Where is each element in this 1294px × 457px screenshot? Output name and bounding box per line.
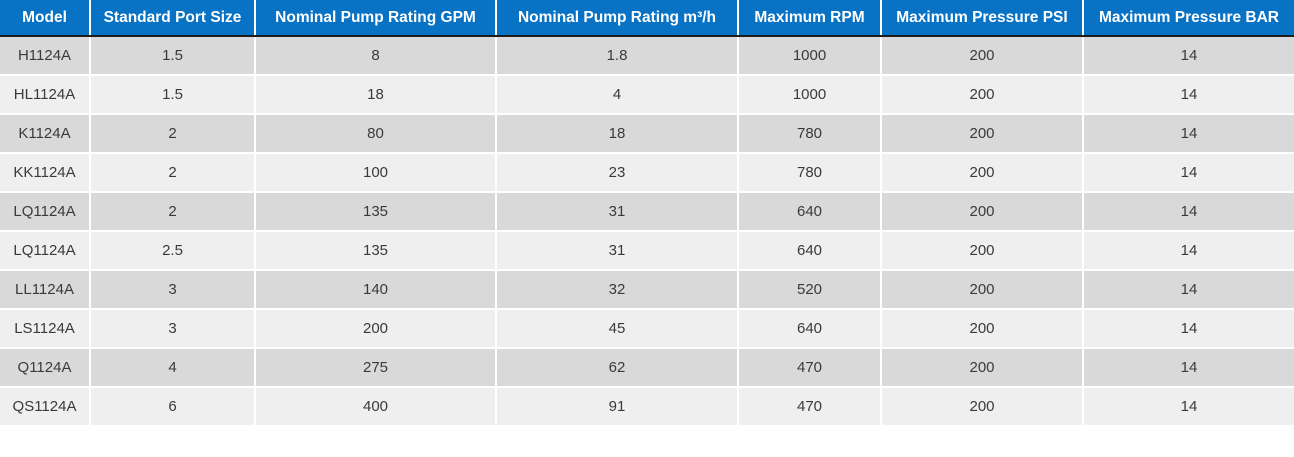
cell-rating-m3h: 1.8 bbox=[495, 35, 739, 76]
cell-max-bar: 14 bbox=[1082, 386, 1294, 427]
column-header-max-bar: Maximum Pressure BAR bbox=[1082, 0, 1294, 37]
table-row: Q1124A 4 275 62 470 200 14 bbox=[0, 347, 1294, 388]
cell-port-size: 2.5 bbox=[89, 230, 256, 271]
cell-max-bar: 14 bbox=[1082, 74, 1294, 115]
cell-max-rpm: 470 bbox=[737, 347, 882, 388]
cell-max-bar: 14 bbox=[1082, 113, 1294, 154]
cell-rating-m3h: 4 bbox=[495, 74, 739, 115]
cell-max-bar: 14 bbox=[1082, 347, 1294, 388]
table-row: LQ1124A 2.5 135 31 640 200 14 bbox=[0, 230, 1294, 271]
cell-port-size: 2 bbox=[89, 113, 256, 154]
cell-max-rpm: 470 bbox=[737, 386, 882, 427]
cell-max-bar: 14 bbox=[1082, 191, 1294, 232]
cell-rating-m3h: 62 bbox=[495, 347, 739, 388]
cell-max-bar: 14 bbox=[1082, 35, 1294, 76]
cell-max-psi: 200 bbox=[880, 308, 1084, 349]
column-header-max-rpm: Maximum RPM bbox=[737, 0, 882, 37]
column-header-max-psi: Maximum Pressure PSI bbox=[880, 0, 1084, 37]
cell-port-size: 2 bbox=[89, 191, 256, 232]
cell-rating-m3h: 31 bbox=[495, 191, 739, 232]
table-row: H1124A 1.5 8 1.8 1000 200 14 bbox=[0, 35, 1294, 76]
cell-port-size: 1.5 bbox=[89, 35, 256, 76]
cell-port-size: 4 bbox=[89, 347, 256, 388]
table-body: H1124A 1.5 8 1.8 1000 200 14 HL1124A 1.5… bbox=[0, 35, 1294, 427]
cell-max-psi: 200 bbox=[880, 230, 1084, 271]
cell-port-size: 3 bbox=[89, 308, 256, 349]
cell-max-rpm: 1000 bbox=[737, 74, 882, 115]
cell-max-psi: 200 bbox=[880, 152, 1084, 193]
cell-model: KK1124A bbox=[0, 152, 91, 193]
cell-port-size: 1.5 bbox=[89, 74, 256, 115]
cell-max-rpm: 640 bbox=[737, 230, 882, 271]
cell-rating-gpm: 275 bbox=[254, 347, 497, 388]
cell-port-size: 3 bbox=[89, 269, 256, 310]
cell-max-psi: 200 bbox=[880, 269, 1084, 310]
table-row: HL1124A 1.5 18 4 1000 200 14 bbox=[0, 74, 1294, 115]
cell-max-rpm: 780 bbox=[737, 113, 882, 154]
cell-max-bar: 14 bbox=[1082, 308, 1294, 349]
cell-max-psi: 200 bbox=[880, 35, 1084, 76]
cell-model: LL1124A bbox=[0, 269, 91, 310]
cell-rating-gpm: 135 bbox=[254, 230, 497, 271]
cell-model: K1124A bbox=[0, 113, 91, 154]
table-row: LQ1124A 2 135 31 640 200 14 bbox=[0, 191, 1294, 232]
cell-rating-gpm: 200 bbox=[254, 308, 497, 349]
cell-rating-gpm: 100 bbox=[254, 152, 497, 193]
cell-model: QS1124A bbox=[0, 386, 91, 427]
cell-max-psi: 200 bbox=[880, 113, 1084, 154]
cell-rating-m3h: 18 bbox=[495, 113, 739, 154]
cell-model: LQ1124A bbox=[0, 230, 91, 271]
cell-max-bar: 14 bbox=[1082, 230, 1294, 271]
table-row: LL1124A 3 140 32 520 200 14 bbox=[0, 269, 1294, 310]
cell-model: LQ1124A bbox=[0, 191, 91, 232]
cell-max-psi: 200 bbox=[880, 191, 1084, 232]
cell-model: H1124A bbox=[0, 35, 91, 76]
cell-rating-m3h: 32 bbox=[495, 269, 739, 310]
column-header-rating-gpm: Nominal Pump Rating GPM bbox=[254, 0, 497, 37]
cell-rating-gpm: 400 bbox=[254, 386, 497, 427]
cell-port-size: 6 bbox=[89, 386, 256, 427]
cell-max-psi: 200 bbox=[880, 74, 1084, 115]
cell-model: LS1124A bbox=[0, 308, 91, 349]
cell-rating-m3h: 45 bbox=[495, 308, 739, 349]
cell-max-rpm: 640 bbox=[737, 308, 882, 349]
table-row: KK1124A 2 100 23 780 200 14 bbox=[0, 152, 1294, 193]
cell-model: HL1124A bbox=[0, 74, 91, 115]
table-row: QS1124A 6 400 91 470 200 14 bbox=[0, 386, 1294, 427]
cell-rating-m3h: 31 bbox=[495, 230, 739, 271]
table-row: K1124A 2 80 18 780 200 14 bbox=[0, 113, 1294, 154]
cell-rating-gpm: 80 bbox=[254, 113, 497, 154]
cell-max-rpm: 640 bbox=[737, 191, 882, 232]
column-header-port-size: Standard Port Size bbox=[89, 0, 256, 37]
column-header-rating-m3h: Nominal Pump Rating m³/h bbox=[495, 0, 739, 37]
cell-max-bar: 14 bbox=[1082, 152, 1294, 193]
cell-max-psi: 200 bbox=[880, 347, 1084, 388]
pump-specifications-table: Model Standard Port Size Nominal Pump Ra… bbox=[0, 0, 1294, 427]
header-row: Model Standard Port Size Nominal Pump Ra… bbox=[0, 0, 1294, 37]
cell-max-rpm: 1000 bbox=[737, 35, 882, 76]
cell-max-rpm: 780 bbox=[737, 152, 882, 193]
cell-max-psi: 200 bbox=[880, 386, 1084, 427]
cell-max-rpm: 520 bbox=[737, 269, 882, 310]
cell-rating-gpm: 18 bbox=[254, 74, 497, 115]
cell-rating-m3h: 91 bbox=[495, 386, 739, 427]
cell-rating-gpm: 135 bbox=[254, 191, 497, 232]
cell-rating-gpm: 140 bbox=[254, 269, 497, 310]
table-header: Model Standard Port Size Nominal Pump Ra… bbox=[0, 0, 1294, 37]
cell-port-size: 2 bbox=[89, 152, 256, 193]
cell-max-bar: 14 bbox=[1082, 269, 1294, 310]
cell-model: Q1124A bbox=[0, 347, 91, 388]
cell-rating-m3h: 23 bbox=[495, 152, 739, 193]
column-header-model: Model bbox=[0, 0, 91, 37]
table-row: LS1124A 3 200 45 640 200 14 bbox=[0, 308, 1294, 349]
cell-rating-gpm: 8 bbox=[254, 35, 497, 76]
